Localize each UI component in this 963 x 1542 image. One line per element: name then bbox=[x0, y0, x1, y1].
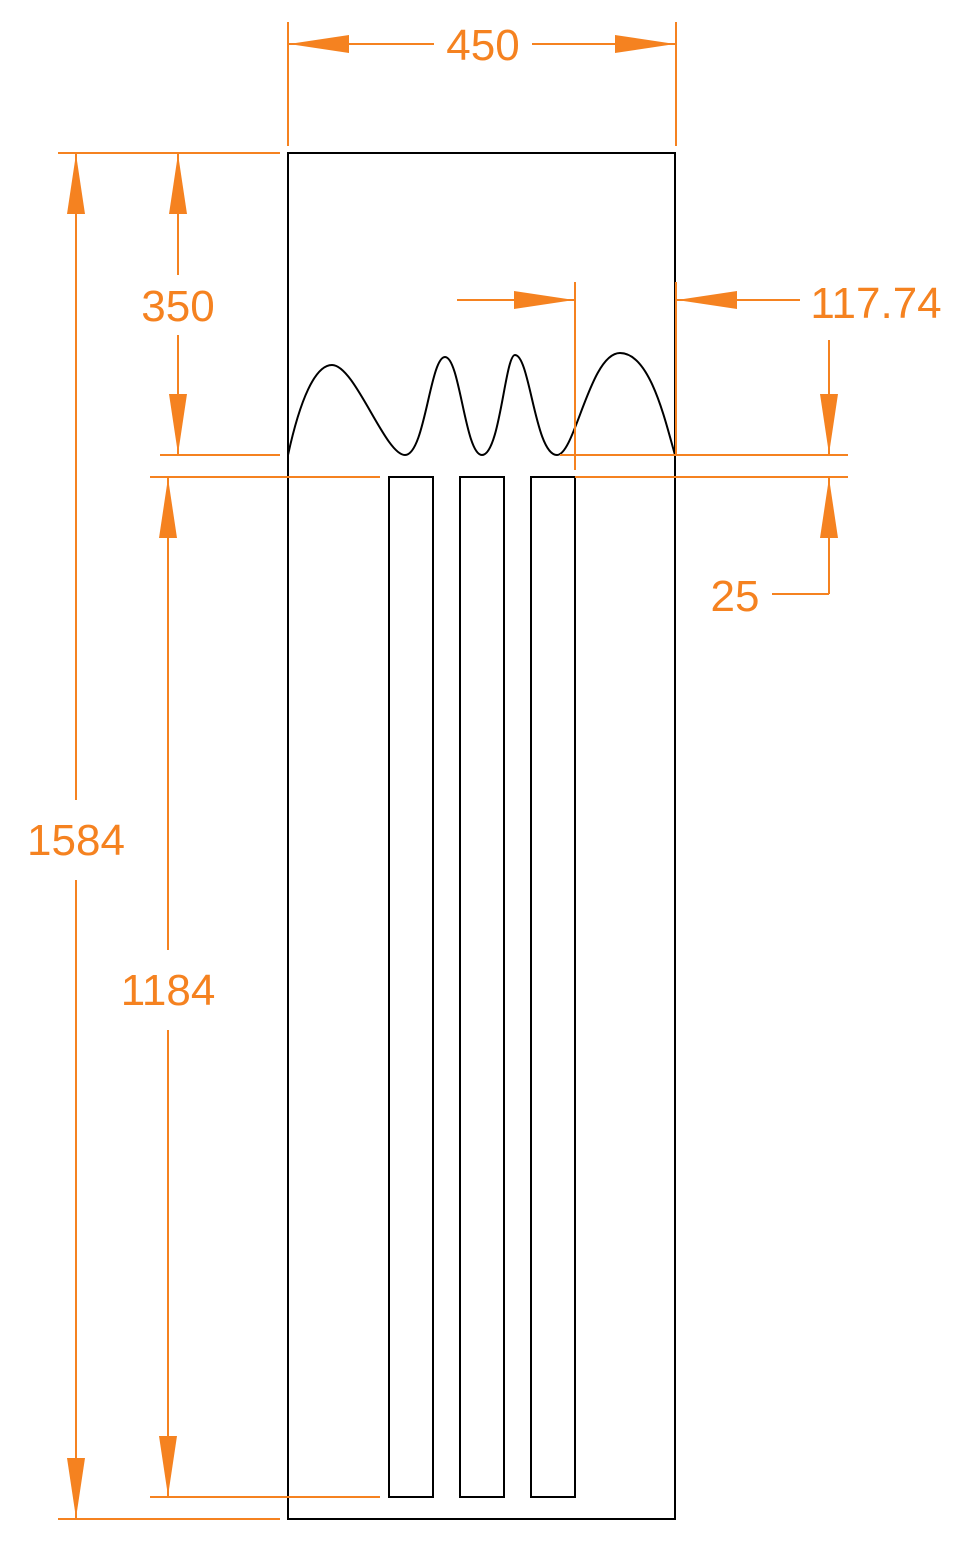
arrowhead bbox=[67, 154, 85, 214]
arrowhead bbox=[615, 35, 675, 53]
slot-3 bbox=[530, 476, 576, 1498]
dimension-top-section-height: 350 bbox=[141, 153, 280, 456]
arrowhead bbox=[159, 1436, 177, 1496]
dimension-label: 350 bbox=[141, 282, 214, 331]
slot-1 bbox=[388, 476, 434, 1498]
dimension-label: 1584 bbox=[27, 816, 125, 865]
arrowhead bbox=[677, 291, 737, 309]
dimension-overall-height: 1584 bbox=[27, 152, 280, 1520]
dimension-label: 1184 bbox=[121, 966, 216, 1015]
arrowhead bbox=[67, 1458, 85, 1518]
dimension-overall-width: 450 bbox=[287, 21, 677, 146]
arrowhead bbox=[820, 478, 838, 538]
outer-panel bbox=[287, 152, 676, 1520]
arrowhead bbox=[820, 394, 838, 454]
arrowhead bbox=[289, 35, 349, 53]
dimension-wave-segment-width: 117.74 bbox=[457, 279, 942, 470]
arrowhead bbox=[169, 154, 187, 214]
dimension-gap: 25 bbox=[560, 340, 848, 621]
wave-profile bbox=[287, 351, 676, 457]
dimension-slot-height: 1184 bbox=[121, 476, 380, 1498]
arrowhead bbox=[169, 394, 187, 454]
part-outline bbox=[287, 152, 676, 1520]
dimension-label: 25 bbox=[711, 572, 760, 621]
arrowhead bbox=[514, 291, 574, 309]
slot-2 bbox=[459, 476, 505, 1498]
dimension-label: 117.74 bbox=[810, 279, 941, 328]
arrowhead bbox=[159, 478, 177, 538]
dimension-label: 450 bbox=[446, 21, 519, 70]
